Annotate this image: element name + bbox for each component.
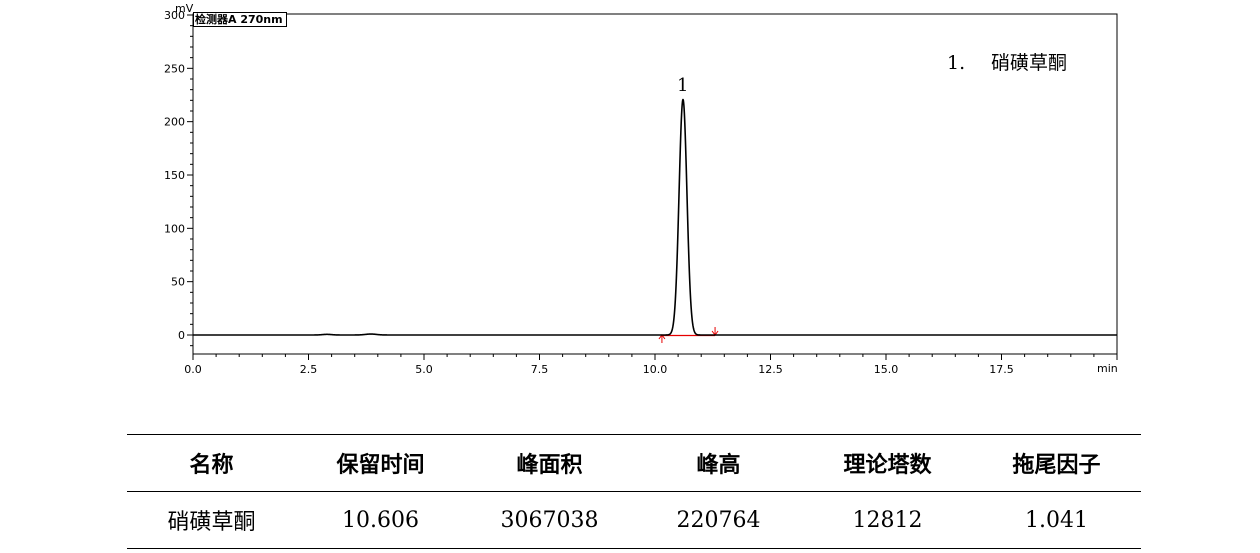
y-axis-ticks: 0 50 100 150 200 250 300 — [164, 9, 193, 347]
chromatogram-chart: 0.0 2.5 5.0 7.5 10.0 12.5 15.0 17.5 0 50 100 150 20… — [164, 9, 1118, 376]
cell-theoretical-plates: 12812 — [852, 507, 923, 533]
x-axis-ticks: 0.0 2.5 5.0 7.5 10.0 12.5 15.0 17.5 — [184, 354, 1118, 376]
header-peak-height: 峰高 — [696, 453, 741, 478]
detector-label: 检测器A 270nm — [193, 12, 287, 27]
header-theoretical-plates: 理论塔数 — [843, 453, 932, 478]
table-header-row: 名称 保留时间 峰面积 峰高 理论塔数 拖尾因子 — [127, 434, 1141, 492]
header-peak-area: 峰面积 — [516, 453, 583, 478]
legend-number: 1. — [947, 52, 966, 74]
peak-label-1: 1 — [677, 75, 689, 96]
cell-tailing-factor: 1.041 — [1025, 507, 1088, 533]
cell-retention-time: 10.606 — [342, 507, 419, 533]
x-tick-label: 5.0 — [415, 363, 433, 376]
x-tick-label: 7.5 — [531, 363, 549, 376]
y-axis-unit: mV — [175, 2, 194, 15]
legend-compound-name: 硝磺草酮 — [991, 52, 1068, 74]
x-tick-label: 2.5 — [300, 363, 318, 376]
y-tick-label: 300 — [164, 9, 185, 22]
cell-peak-area: 3067038 — [500, 507, 599, 533]
chromatogram-trace — [192, 98, 1118, 336]
header-retention-time: 保留时间 — [336, 453, 425, 478]
results-table: 名称 保留时间 峰面积 峰高 理论塔数 拖尾因子 硝磺草酮 10.606 306… — [127, 434, 1141, 549]
chromatogram-traces — [192, 98, 1118, 337]
y-tick-label: 50 — [171, 276, 185, 289]
x-tick-label: 12.5 — [758, 363, 783, 376]
x-tick-label: 17.5 — [989, 363, 1014, 376]
x-tick-label: 10.0 — [643, 363, 668, 376]
legend: 1. 硝磺草酮 — [947, 52, 1067, 74]
x-tick-label: 0.0 — [184, 363, 202, 376]
header-name: 名称 — [189, 453, 234, 478]
table-row: 硝磺草酮 10.606 3067038 220764 12812 1.041 — [127, 492, 1141, 549]
cell-name: 硝磺草酮 — [167, 510, 256, 535]
y-tick-label: 200 — [164, 116, 185, 129]
y-tick-label: 0 — [178, 329, 185, 342]
y-tick-label: 100 — [164, 222, 185, 235]
cell-peak-height: 220764 — [676, 507, 761, 533]
header-tailing-factor: 拖尾因子 — [1012, 453, 1101, 478]
y-tick-label: 150 — [164, 169, 185, 182]
x-tick-label: 15.0 — [874, 363, 899, 376]
y-tick-label: 250 — [164, 62, 185, 75]
x-axis-unit: min — [1097, 362, 1118, 375]
